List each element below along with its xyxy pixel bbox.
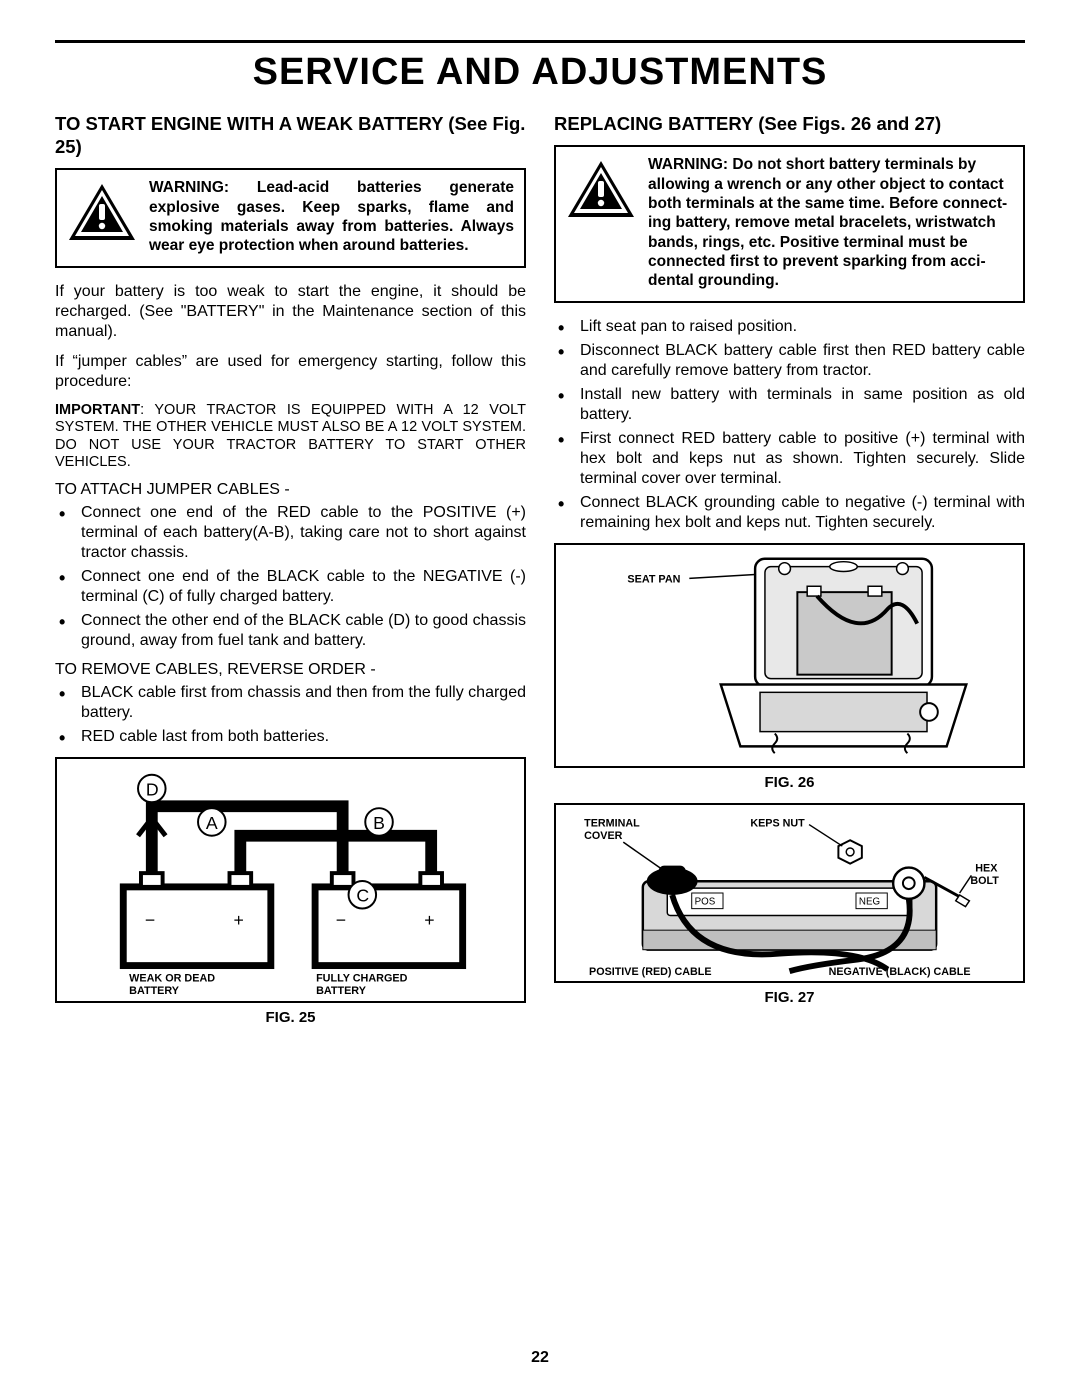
figure-26-svg: SEAT PAN <box>556 545 1023 766</box>
minus-sign: − <box>336 911 346 931</box>
figure-27: POS NEG TERMINAL COVER <box>554 803 1025 983</box>
right-column: REPLACING BATTERY (See Figs. 26 and 27) … <box>554 112 1025 1038</box>
full-label-2: BATTERY <box>316 985 367 997</box>
fig26-caption: FIG. 26 <box>554 774 1025 791</box>
figure-26: SEAT PAN <box>554 543 1025 768</box>
neg-cable-label: NEGATIVE (BLACK) CABLE <box>829 966 971 978</box>
figure-27-svg: POS NEG TERMINAL COVER <box>556 805 1023 981</box>
list-item: Lift seat pan to raised position. <box>580 317 1025 337</box>
content-columns: TO START ENGINE WITH A WEAK BATTERY (See… <box>55 112 1025 1038</box>
minus-sign: − <box>145 911 155 931</box>
remove-label: TO REMOVE CABLES, REVERSE ORDER - <box>55 661 526 679</box>
pos-tag: POS <box>695 896 716 907</box>
terminal-cover-label-2: COVER <box>584 830 622 842</box>
important-label: IMPORTANT <box>55 402 140 418</box>
warning-box-left: WARNING: Lead-acid batteries gen­erate e… <box>55 168 526 268</box>
warning-text-left: WARNING: Lead-acid batteries gen­erate e… <box>149 178 514 256</box>
fig25-caption: FIG. 25 <box>55 1009 526 1026</box>
page-title: SERVICE AND ADJUSTMENTS <box>55 51 1025 94</box>
steps-list: Lift seat pan to raised position. Discon… <box>554 317 1025 533</box>
left-heading: TO START ENGINE WITH A WEAK BATTERY (See… <box>55 112 526 158</box>
right-heading: REPLACING BATTERY (See Figs. 26 and 27) <box>554 112 1025 135</box>
attach-list: Connect one end of the RED cable to the … <box>55 503 526 651</box>
weak-label-1: WEAK OR DEAD <box>129 973 215 985</box>
plus-sign: + <box>233 911 243 931</box>
warning-text-right: WARNING: Do not short battery terminals … <box>648 155 1013 291</box>
plus-sign: + <box>424 911 434 931</box>
list-item: Connect BLACK grounding cable to negativ… <box>580 493 1025 533</box>
keps-nut-label: KEPS NUT <box>750 817 805 829</box>
figure-25: − + − + D A B C <box>55 757 526 1003</box>
left-p1: If your battery is too weak to start the… <box>55 282 526 342</box>
list-item: Connect the other end of the BLACK cable… <box>81 611 526 651</box>
left-important: IMPORTANT: YOUR TRACTOR IS EQUIPPED WITH… <box>55 402 526 472</box>
warning-label: WARNING <box>149 179 224 196</box>
weak-label-2: BATTERY <box>129 985 180 997</box>
list-item: Connect one end of the RED cable to the … <box>81 503 526 563</box>
top-rule <box>55 40 1025 43</box>
label-c: C <box>356 886 369 906</box>
left-column: TO START ENGINE WITH A WEAK BATTERY (See… <box>55 112 526 1038</box>
pos-cable-label: POSITIVE (RED) CABLE <box>589 966 711 978</box>
list-item: Connect one end of the BLACK cable to th… <box>81 567 526 607</box>
remove-list: BLACK cable first from chassis and then … <box>55 683 526 747</box>
seat-pan-label: SEAT PAN <box>627 573 680 585</box>
warning-triangle-icon <box>67 182 137 242</box>
neg-tag: NEG <box>859 896 880 907</box>
list-item: Install new battery with terminals in sa… <box>580 385 1025 425</box>
warning-box-right: WARNING: Do not short battery terminals … <box>554 145 1025 303</box>
page-number: 22 <box>0 1349 1080 1367</box>
left-p2: If “jumper cables” are used for emergenc… <box>55 352 526 392</box>
figure-25-svg: − + − + D A B C <box>57 759 524 1001</box>
label-d: D <box>146 780 159 800</box>
list-item: Disconnect BLACK battery cable first the… <box>580 341 1025 381</box>
list-item: First connect RED battery cable to posit… <box>580 429 1025 489</box>
fig27-caption: FIG. 27 <box>554 989 1025 1006</box>
label-b: B <box>373 813 385 833</box>
bolt-label: BOLT <box>970 875 999 887</box>
full-label-1: FULLY CHARGED <box>316 973 408 985</box>
hex-label: HEX <box>975 862 998 874</box>
terminal-cover-label-1: TERMINAL <box>584 817 640 829</box>
list-item: RED cable last from both batteries. <box>81 727 526 747</box>
warning-triangle-icon <box>566 159 636 219</box>
label-a: A <box>206 813 218 833</box>
attach-label: TO ATTACH JUMPER CABLES - <box>55 481 526 499</box>
list-item: BLACK cable first from chassis and then … <box>81 683 526 723</box>
